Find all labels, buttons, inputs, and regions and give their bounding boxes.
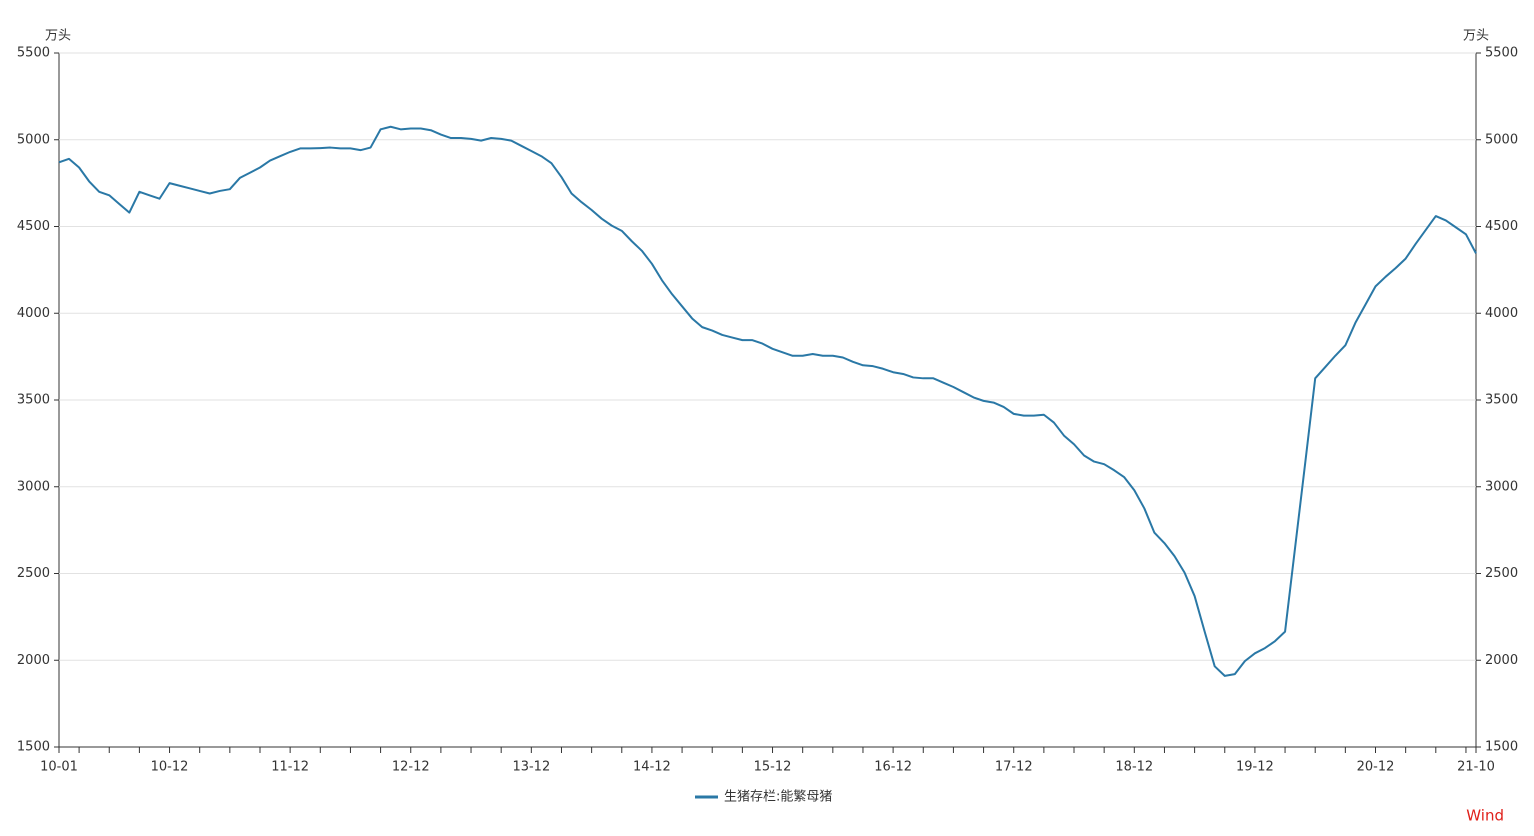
y-tick-label: 4000 — [17, 306, 50, 321]
y2-tick-label: 5500 — [1485, 46, 1518, 61]
y-tick-label: 3500 — [17, 393, 50, 408]
y-unit: 万头 — [45, 29, 71, 44]
y2-tick-label: 4000 — [1485, 306, 1518, 321]
x-tick-label: 17-12 — [995, 760, 1033, 775]
y2-tick-label: 3500 — [1485, 393, 1518, 408]
y-tick-label: 5500 — [17, 46, 50, 61]
line-series — [58, 125, 1477, 677]
y-tick-label: 1500 — [17, 740, 50, 755]
y-tick-label: 3000 — [17, 479, 50, 494]
y2-tick-label: 2500 — [1485, 566, 1518, 581]
y-tick-label: 2500 — [17, 566, 50, 581]
x-tick-label: 21-10 — [1457, 760, 1495, 775]
y-tick-label: 4500 — [17, 219, 50, 234]
x-tick-label: 11-12 — [271, 760, 309, 775]
x-tick-label: 12-12 — [392, 760, 430, 775]
legend-label: 生猪存栏:能繁母猪 — [724, 789, 832, 805]
source: Wind — [1466, 807, 1504, 825]
y2-tick-label: 3000 — [1485, 479, 1518, 494]
x-tick-label: 10-01 — [40, 760, 78, 775]
x-tick-label: 14-12 — [633, 760, 671, 775]
y2-tick-label: 2000 — [1485, 653, 1518, 668]
x-tick-label: 10-12 — [151, 760, 189, 775]
y2-tick-label: 5000 — [1485, 132, 1518, 147]
y-tick-label: 2000 — [17, 653, 50, 668]
y2-unit: 万头 — [1463, 29, 1489, 44]
y2-tick-label: 4500 — [1485, 219, 1518, 234]
x-tick-label: 16-12 — [874, 760, 912, 775]
y2-tick-label: 1500 — [1485, 740, 1518, 755]
x-tick-label: 20-12 — [1357, 760, 1395, 775]
x-tick-label: 15-12 — [754, 760, 792, 775]
x-tick-label: 19-12 — [1236, 760, 1274, 775]
y-tick-label: 5000 — [17, 132, 50, 147]
x-tick-label: 13-12 — [512, 760, 550, 775]
x-tick-label: 18-12 — [1115, 760, 1153, 775]
